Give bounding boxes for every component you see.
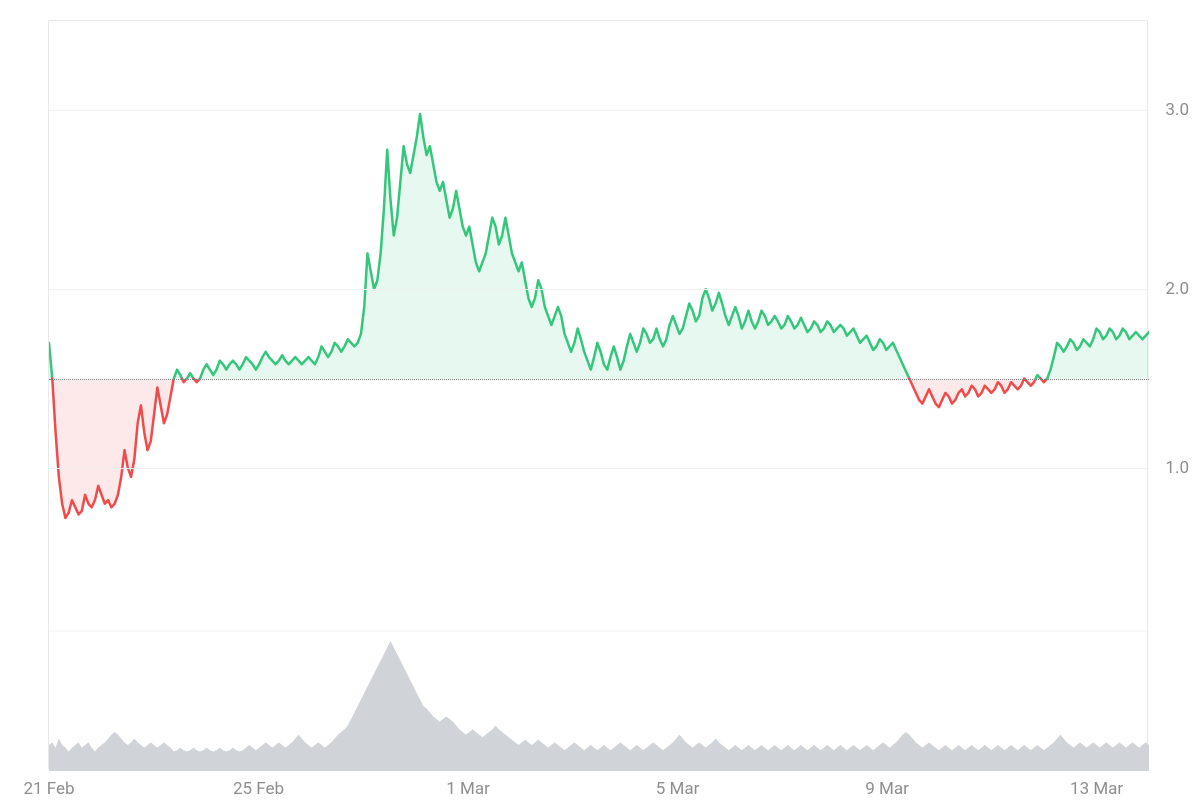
baseline-dotted — [49, 379, 1149, 380]
plot-area[interactable]: 1.02.03.0 21 Feb25 Feb1 Mar5 Mar9 Mar13 … — [49, 21, 1149, 771]
x-tick-label: 25 Feb — [233, 779, 284, 799]
price-chart-container: 1.02.03.0 21 Feb25 Feb1 Mar5 Mar9 Mar13 … — [48, 20, 1148, 770]
price-chart-svg — [49, 21, 1149, 771]
y-tick-label: 1.0 — [1165, 458, 1189, 478]
x-tick-label: 5 Mar — [656, 779, 700, 799]
gridline — [49, 110, 1149, 111]
gridline — [49, 468, 1149, 469]
gridline — [49, 289, 1149, 290]
x-tick-label: 21 Feb — [23, 779, 74, 799]
area-above-baseline — [200, 114, 909, 379]
x-tick-label: 13 Mar — [1070, 779, 1123, 799]
y-tick-label: 2.0 — [1165, 279, 1189, 299]
y-tick-label: 3.0 — [1165, 100, 1189, 120]
x-tick-label: 9 Mar — [865, 779, 909, 799]
volume-area — [49, 641, 1149, 771]
x-tick-label: 1 Mar — [446, 779, 490, 799]
